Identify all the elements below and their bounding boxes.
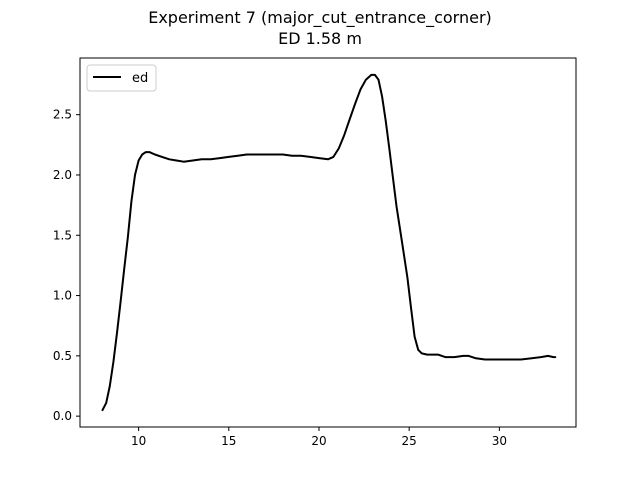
- chart-title: Experiment 7 (major_cut_entrance_corner): [148, 8, 492, 27]
- series-line-ed: [101, 73, 557, 412]
- legend-box: [86, 64, 157, 92]
- legend-label-ed: ed: [132, 71, 148, 86]
- y-tick-label: 2.0: [53, 168, 72, 182]
- y-axis: 0.0 0.5 1.0 1.5 2.0 2.5: [53, 108, 80, 423]
- plot-frame: [79, 57, 577, 428]
- legend: ed: [86, 64, 157, 92]
- y-tick-label: 0.5: [53, 349, 72, 363]
- x-tick-label: 15: [221, 434, 236, 448]
- y-tick-label: 2.5: [53, 108, 72, 122]
- x-tick-label: 20: [311, 434, 326, 448]
- y-tick-label: 0.0: [53, 409, 72, 423]
- x-tick-label: 25: [402, 434, 417, 448]
- plot-area: [80, 58, 576, 427]
- y-tick-label: 1.5: [53, 228, 72, 242]
- x-axis: 10 15 20 25 30: [131, 427, 507, 448]
- y-tick-label: 1.0: [53, 289, 72, 303]
- chart-subtitle: ED 1.58 m: [278, 29, 362, 48]
- x-tick-label: 30: [492, 434, 507, 448]
- x-tick-label: 10: [131, 434, 146, 448]
